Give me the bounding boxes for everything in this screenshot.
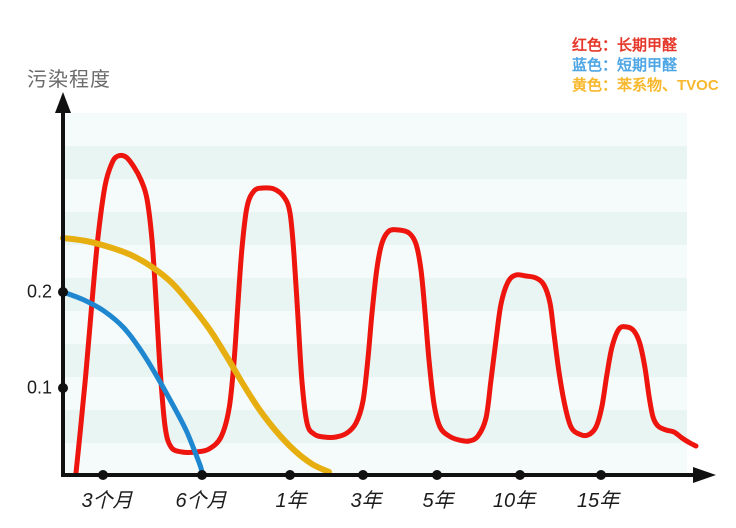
x-tick-label-3years: 3年 — [350, 490, 382, 512]
legend-item-2: 蓝色：短期甲醛 — [572, 57, 678, 74]
x-axis-arrow-icon — [693, 467, 716, 483]
y-tick-label-0.2: 0.2 — [26, 281, 52, 302]
x-tick-label-5years: 5年 — [422, 490, 454, 512]
x-tick-dot-4 — [432, 470, 442, 480]
y-axis-title: 污染程度 — [27, 69, 111, 91]
axes-group — [55, 92, 716, 483]
x-tick-label-15years: 15年 — [576, 490, 620, 512]
y-tick-label-0.1: 0.1 — [26, 377, 52, 398]
series-group — [60, 152, 699, 476]
y-tick-dot-1 — [58, 383, 68, 393]
series-line-苯系物、TVOC — [60, 235, 332, 475]
y-axis-arrow-icon — [55, 92, 71, 113]
x-tick-label-1year: 1年 — [275, 490, 307, 512]
tick-dots-group — [58, 287, 606, 480]
x-tick-dot-6 — [596, 470, 606, 480]
x-tick-dot-0 — [98, 470, 108, 480]
legend-item-3: 黄色：苯系物、TVOC — [572, 77, 719, 94]
y-tick-dot-0 — [58, 287, 68, 297]
series-line-长期甲醛 — [73, 152, 699, 476]
x-tick-label-3months: 3个月 — [81, 490, 133, 512]
legend-item-1: 红色：长期甲醛 — [572, 37, 678, 54]
x-tick-dot-2 — [285, 470, 295, 480]
x-tick-dot-1 — [197, 470, 207, 480]
legend: 红色：长期甲醛 蓝色：短期甲醛 黄色：苯系物、TVOC — [572, 36, 719, 96]
x-tick-label-6months: 6个月 — [175, 490, 227, 512]
x-tick-label-10years: 10年 — [492, 490, 536, 512]
x-tick-dot-5 — [515, 470, 525, 480]
series-line-短期甲醛 — [60, 289, 205, 475]
x-tick-dot-3 — [358, 470, 368, 480]
